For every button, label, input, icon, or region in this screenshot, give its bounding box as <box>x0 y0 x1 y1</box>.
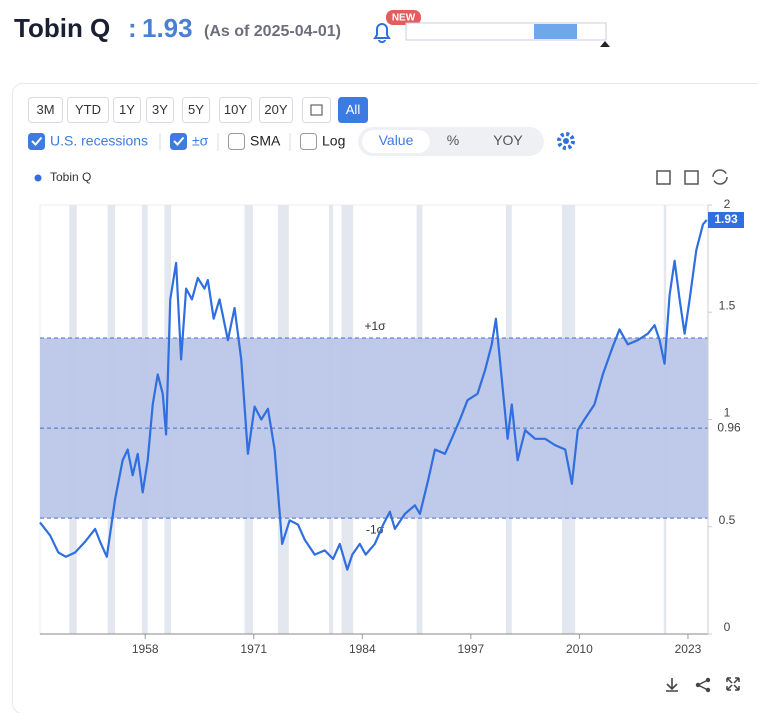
new-badge: NEW <box>392 13 416 24</box>
alert-bell[interactable] <box>373 23 391 43</box>
button-frame <box>67 97 109 123</box>
button-label: All <box>346 102 361 117</box>
legend-marker <box>34 174 42 182</box>
current-value: 1.93 <box>142 13 193 43</box>
checkbox <box>300 133 317 150</box>
button-label: 3M <box>36 102 54 117</box>
slider-window <box>534 24 577 39</box>
separator: : <box>128 13 137 43</box>
slider-handle <box>600 41 610 47</box>
calendar-icon <box>310 104 323 116</box>
mode-option[interactable]: % <box>447 132 459 148</box>
checkbox <box>28 133 45 150</box>
page-title: Tobin Q <box>14 13 110 43</box>
toolbar: 3M YTD 1Y 3Y 5Y 10Y 20Y All U.S. recessions ±σ SMA… <box>28 97 544 156</box>
toggle[interactable]: U.S. recessions <box>28 133 149 150</box>
button-frame <box>113 97 141 123</box>
y-tick-label: 2 <box>724 197 731 211</box>
button-label: 5Y <box>188 102 204 117</box>
y-tick-label: 1 <box>724 406 731 420</box>
share-icon[interactable] <box>695 677 711 693</box>
button-frame <box>302 97 331 123</box>
last-value-box <box>708 212 744 229</box>
toggle-label: SMA <box>250 133 281 149</box>
chart-actions <box>666 677 740 693</box>
checkbox <box>170 133 187 150</box>
toggle[interactable]: Log <box>300 133 346 150</box>
fullscreen-icon[interactable] <box>726 677 740 691</box>
range-button[interactable]: 1Y <box>113 97 141 123</box>
button-frame <box>182 97 210 123</box>
button-label: YTD <box>75 102 101 117</box>
x-tick-label: 2023 <box>675 642 702 656</box>
y-tick-label: 1.5 <box>719 298 736 312</box>
undo-zoom-icon[interactable] <box>684 170 699 185</box>
settings-button[interactable] <box>557 132 575 150</box>
mode-label: Value <box>379 132 414 148</box>
series-line <box>39 219 708 571</box>
button-frame <box>338 97 368 123</box>
mode-option[interactable]: YOY <box>493 132 523 148</box>
range-button[interactable]: 10Y <box>219 97 252 123</box>
zoom-tools <box>656 169 728 185</box>
gear-icon <box>557 132 575 150</box>
toggle[interactable]: ±σ <box>170 133 209 150</box>
x-tick-label: 1971 <box>240 642 267 656</box>
button-label: 3Y <box>152 102 168 117</box>
checkmark <box>31 136 43 146</box>
checkbox <box>228 133 245 150</box>
download-icon[interactable] <box>666 678 678 692</box>
mode-label: % <box>447 132 459 148</box>
range-button[interactable]: All <box>338 97 368 123</box>
last-value-label: 1.93 <box>714 212 738 226</box>
calendar-button[interactable] <box>302 97 331 123</box>
sigma-upper-label: +1σ <box>364 319 386 333</box>
as-of-date: (As of 2025-04-01) <box>204 23 341 40</box>
legend-label: Tobin Q <box>50 170 91 184</box>
button-label: 20Y <box>264 102 287 117</box>
gear-center <box>563 138 569 144</box>
button-frame <box>146 97 174 123</box>
mode-option[interactable]: Value <box>362 130 430 153</box>
checkmark <box>173 136 185 146</box>
mode-label: YOY <box>493 132 523 148</box>
y-tick-label: 0.5 <box>719 513 736 527</box>
range-button[interactable]: 3M <box>28 97 63 123</box>
button-frame <box>219 97 252 123</box>
range-button[interactable]: 5Y <box>182 97 210 123</box>
button-label: 10Y <box>224 102 247 117</box>
button-label: 1Y <box>119 102 135 117</box>
y-tick-label: 0 <box>724 620 731 634</box>
range-button[interactable]: 3Y <box>146 97 174 123</box>
toggle[interactable]: SMA <box>228 133 282 150</box>
range-button[interactable]: 20Y <box>259 97 293 123</box>
reset-icon[interactable] <box>712 169 728 185</box>
button-frame <box>259 97 293 123</box>
toggle-label: Log <box>322 133 345 149</box>
toggle-label: ±σ <box>192 133 209 149</box>
crop-icon[interactable] <box>656 170 671 185</box>
toggle-label: U.S. recessions <box>50 133 148 149</box>
mean-label: 0.96 <box>717 420 741 434</box>
x-tick-label: 1958 <box>132 642 159 656</box>
x-tick-label: 1997 <box>458 642 485 656</box>
badge-bg <box>386 10 421 25</box>
range-button[interactable]: YTD <box>67 97 109 123</box>
range-slider[interactable] <box>405 22 610 47</box>
x-tick-label: 1984 <box>349 642 376 656</box>
button-frame <box>28 97 63 123</box>
x-tick-label: 2010 <box>566 642 593 656</box>
mode-pill <box>362 130 430 153</box>
bell-icon <box>373 23 391 43</box>
